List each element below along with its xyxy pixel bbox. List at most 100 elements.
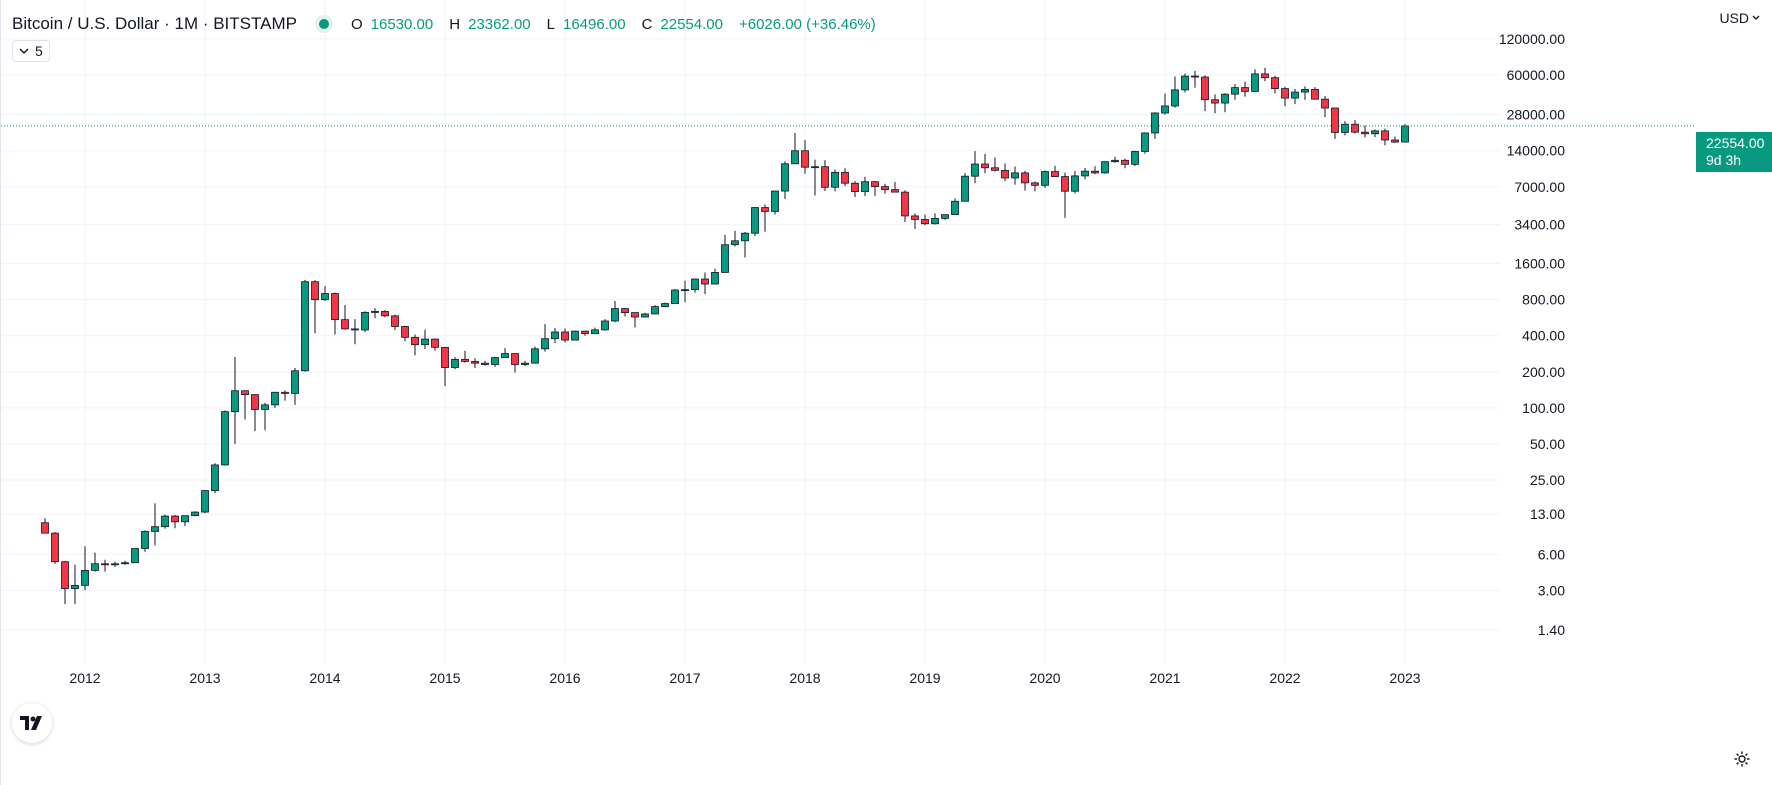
candle-body (1141, 132, 1149, 152)
candle-body (1121, 159, 1129, 165)
candle-body (221, 411, 229, 466)
candle-body (641, 313, 649, 318)
candle-body (1111, 159, 1119, 163)
y-tick-label: 3.00 (1538, 582, 1565, 598)
candle-body (81, 570, 89, 586)
candle-body (891, 189, 899, 193)
gear-icon[interactable] (1733, 750, 1751, 773)
candle-body (91, 563, 99, 571)
candle-body (691, 278, 699, 291)
candle-body (381, 311, 389, 317)
candle-body (961, 175, 969, 202)
x-tick-label: 2014 (309, 670, 340, 686)
last-price-value: 22554.00 (1706, 135, 1765, 151)
currency-selector[interactable]: USD (1719, 10, 1760, 26)
candle-body (1391, 139, 1399, 143)
candle-body (491, 357, 499, 365)
candle-body (121, 562, 129, 565)
high-label: H (449, 15, 461, 33)
candle-body (671, 289, 679, 304)
close-label: C (641, 15, 653, 33)
candle-body (1231, 87, 1239, 95)
candle-body (361, 311, 369, 331)
candle-body (421, 338, 429, 346)
y-tick-label: 13.00 (1530, 506, 1565, 522)
candle-body (481, 362, 489, 365)
candle-body (511, 353, 519, 365)
candle-body (141, 531, 149, 549)
candle-body (1311, 88, 1319, 100)
candle-body (661, 303, 669, 308)
candle-body (531, 348, 539, 364)
candle-body (441, 346, 449, 368)
candle-body (831, 171, 839, 188)
candle-body (581, 330, 589, 335)
candle-body (901, 191, 909, 217)
candle-body (1061, 176, 1069, 192)
candle-body (881, 186, 889, 191)
candle-body (731, 240, 739, 246)
candle-body (711, 272, 719, 285)
x-tick-label: 2017 (669, 670, 700, 686)
candle-body (1221, 93, 1229, 104)
candle-body (241, 390, 249, 396)
candle-body (151, 526, 159, 532)
candle-body (1071, 175, 1079, 192)
candle-body (461, 358, 469, 362)
candle-body (1361, 131, 1369, 135)
candle-body (1191, 75, 1199, 78)
candle-body (201, 490, 209, 513)
candle-body (851, 182, 859, 192)
candle-body (921, 219, 929, 225)
candle-body (391, 315, 399, 327)
candle-body (811, 166, 819, 169)
candle-body (191, 511, 199, 517)
candle-body (161, 515, 169, 528)
candle-body (1021, 172, 1029, 184)
candle-body (971, 163, 979, 177)
y-tick-label: 50.00 (1530, 436, 1565, 452)
candle-body (1351, 123, 1359, 133)
candle-body (371, 311, 379, 313)
candle-body (931, 218, 939, 225)
tradingview-logo-icon[interactable] (12, 703, 52, 743)
candle-body (251, 394, 259, 410)
candle-body (1331, 107, 1339, 133)
candle-body (521, 362, 529, 365)
y-tick-label: 14000.00 (1507, 143, 1566, 159)
candle-body (101, 563, 109, 566)
y-tick-label: 800.00 (1522, 292, 1565, 308)
candle-body (261, 404, 269, 410)
candle-body (131, 548, 139, 564)
x-tick-label: 2012 (69, 670, 100, 686)
x-tick-label: 2018 (789, 670, 820, 686)
candle-body (181, 515, 189, 523)
candle-body (1211, 99, 1219, 104)
candle-body (981, 163, 989, 169)
candle-body (941, 214, 949, 219)
candle-body (471, 361, 479, 364)
candle-body (1171, 89, 1179, 107)
candle-body (271, 391, 279, 406)
y-tick-label: 200.00 (1522, 364, 1565, 380)
candle-body (351, 328, 359, 331)
candle-body (571, 330, 579, 341)
indicators-toggle-button[interactable]: 5 (12, 40, 50, 62)
y-tick-label: 3400.00 (1514, 216, 1565, 232)
candle-body (771, 190, 779, 212)
y-tick-label: 7000.00 (1514, 179, 1565, 195)
candle-body (411, 336, 419, 346)
candle-body (1031, 182, 1039, 186)
symbol-title[interactable]: Bitcoin / U.S. Dollar · 1M · BITSTAMP (12, 14, 297, 33)
x-tick-label: 2016 (549, 670, 580, 686)
x-tick-label: 2020 (1029, 670, 1060, 686)
candle-body (1151, 112, 1159, 134)
low-value: 16496.00 (562, 15, 626, 33)
candle-body (451, 358, 459, 368)
y-tick-label: 400.00 (1522, 328, 1565, 344)
candle-body (1321, 98, 1329, 109)
x-tick-label: 2013 (189, 670, 220, 686)
low-label: L (546, 15, 555, 33)
